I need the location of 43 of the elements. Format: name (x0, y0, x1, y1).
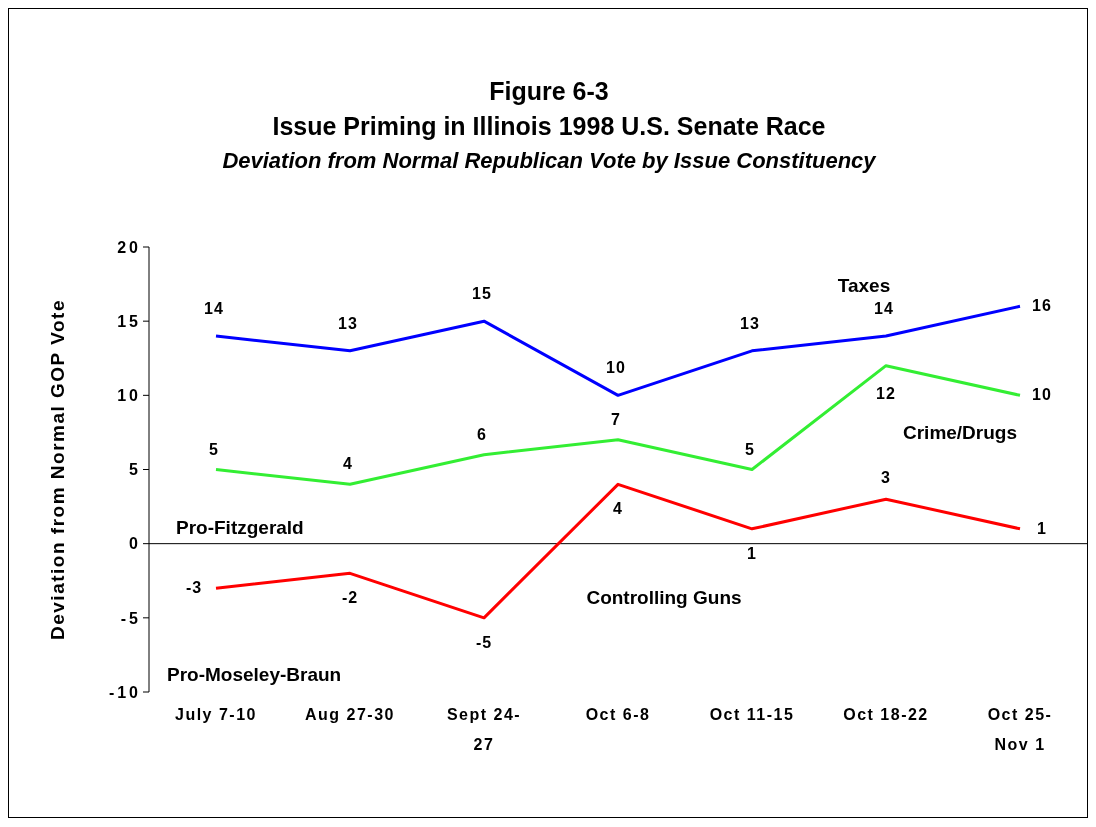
data-label: -5 (475, 633, 493, 651)
data-label: 10 (606, 359, 626, 377)
data-label: 13 (740, 314, 760, 332)
y-tick-label: -10 (108, 683, 141, 701)
data-label: 1 (1037, 519, 1047, 537)
annotation: Pro-Fitzgerald (176, 517, 304, 539)
x-tick-label: Oct 25-Nov 1 (987, 706, 1053, 753)
text: Taxes (837, 275, 891, 296)
data-label: 3 (881, 469, 891, 487)
data-label: 5 (209, 440, 219, 458)
data-label: 16 (1032, 297, 1052, 315)
y-tick-label: -5 (120, 609, 141, 627)
data-label: -2 (341, 589, 359, 607)
y-axis-title: Deviation from Normal GOP Vote (46, 299, 68, 640)
y-tick-label: 5 (129, 461, 141, 479)
y-tick-label: 10 (117, 387, 141, 405)
x-tick-label: July 7-10 (175, 706, 257, 723)
data-label: 1 (747, 544, 757, 562)
data-label: -3 (185, 579, 203, 597)
data-label: 6 (477, 425, 487, 443)
x-tick-label: Oct 18-22 (843, 706, 929, 723)
annotation: Pro-Moseley-Braun (167, 664, 342, 686)
data-label: 15 (472, 285, 492, 303)
series-label: Crime/Drugs (902, 422, 1018, 444)
x-tick-label: Aug 27-30 (305, 706, 395, 723)
x-tick-label: Sept 24-27 (446, 706, 522, 753)
y-tick-label: 15 (117, 312, 141, 330)
data-label: 14 (204, 300, 224, 317)
x-tick-label: Oct 11-15 (709, 706, 795, 723)
data-label: 12 (876, 384, 896, 402)
y-tick-label: 20 (117, 238, 141, 256)
chart-subtitle: Issue Priming in Illinois 1998 U.S. Senate Race Deviation from Normal Republican Vote by Issue Constituency (221, 112, 877, 174)
chart-title: Figure 6-3 (488, 77, 610, 106)
y-tick-label: 0 (129, 535, 141, 553)
data-label: 4 (343, 455, 353, 473)
data-label: 13 (338, 314, 358, 332)
data-label: 5 (745, 440, 755, 458)
x-tick-label: Oct 6-8 (585, 706, 651, 723)
data-label: 14 (874, 300, 894, 317)
data-label: 7 (611, 410, 621, 428)
data-label: 10 (1032, 386, 1052, 404)
text: Controlling Guns (586, 586, 742, 608)
data-label: 4 (613, 500, 623, 518)
